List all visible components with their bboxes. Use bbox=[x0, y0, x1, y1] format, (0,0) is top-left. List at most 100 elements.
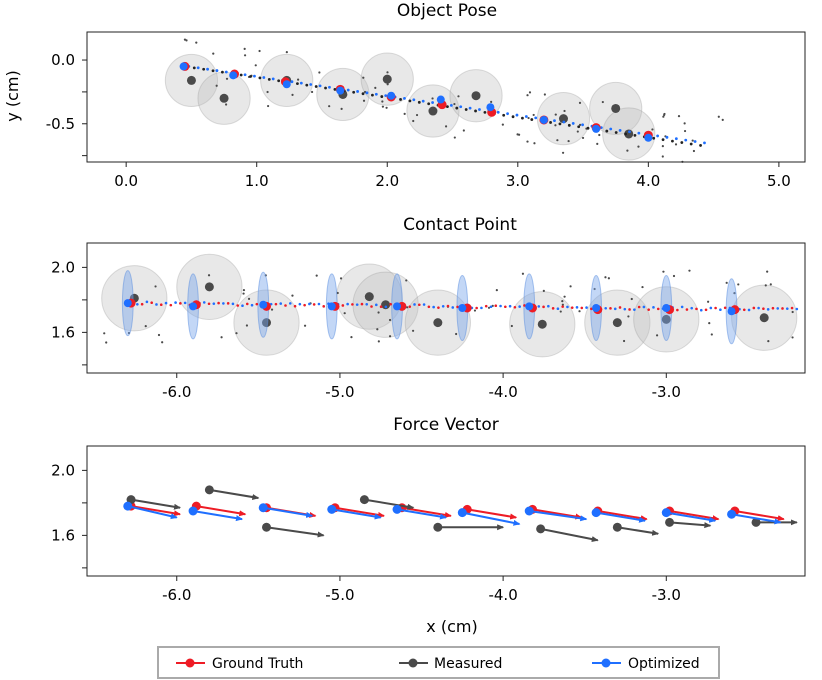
optimized-trace-dot bbox=[524, 115, 528, 118]
optimized-trace-dot bbox=[196, 66, 200, 70]
ground-truth-trace-dot bbox=[380, 95, 384, 98]
measured-sample-point bbox=[532, 113, 535, 117]
ground-truth-trace-dot bbox=[762, 307, 765, 311]
optimized-point bbox=[592, 124, 601, 133]
x-tick-label: -5.0 bbox=[325, 586, 354, 604]
measured-sample-point bbox=[462, 129, 465, 132]
ground-truth-trace-dot bbox=[580, 306, 584, 310]
measured-sample-point bbox=[243, 47, 246, 50]
ground-truth-trace-dot bbox=[352, 90, 356, 94]
optimized-point bbox=[539, 115, 548, 124]
ground-truth-trace-dot bbox=[312, 303, 316, 306]
measured-sample-point bbox=[377, 311, 380, 314]
ground-truth-trace-dot bbox=[305, 83, 309, 87]
measured-sample-point bbox=[737, 283, 740, 286]
optimized-trace-dot bbox=[489, 305, 493, 309]
legend-marker-optimized bbox=[601, 658, 611, 668]
optimized-trace-dot bbox=[613, 307, 617, 311]
optimized-trace-dot bbox=[506, 112, 509, 116]
optimized-point bbox=[393, 302, 402, 311]
measured-point bbox=[558, 114, 568, 124]
measured-sample-point bbox=[661, 155, 664, 158]
measured-sample-point bbox=[388, 318, 392, 322]
ground-truth-trace-dot bbox=[771, 306, 775, 310]
optimized-trace-dot bbox=[684, 138, 688, 142]
ground-truth-trace-dot bbox=[513, 305, 517, 309]
measured-sample-point bbox=[245, 324, 249, 327]
measured-sample-point bbox=[528, 91, 532, 94]
optimized-trace-dot bbox=[534, 116, 538, 120]
ground-truth-arrow bbox=[532, 508, 583, 520]
optimized-trace-dot bbox=[243, 73, 247, 77]
x-axis-ticks: -6.0 -5.0 -4.0 -3.0 bbox=[162, 373, 681, 401]
optimized-arrow bbox=[127, 505, 178, 520]
optimized-trace-dot bbox=[571, 122, 575, 125]
measured-point bbox=[219, 93, 229, 103]
ground-truth-trace-dot bbox=[586, 126, 590, 130]
optimized-trace-dot bbox=[776, 307, 780, 310]
measured-sample-point bbox=[767, 339, 770, 343]
optimized-trace-dot bbox=[665, 135, 669, 139]
optimized-point bbox=[189, 302, 198, 311]
optimized-point bbox=[123, 299, 132, 308]
trajectory-traces bbox=[126, 300, 799, 312]
measured-sample-point bbox=[457, 95, 460, 98]
measured-sample-point bbox=[490, 100, 493, 104]
optimized-trace-dot bbox=[656, 134, 660, 138]
measured-sample-point bbox=[220, 336, 223, 339]
ground-truth-trace-dot bbox=[333, 87, 337, 91]
ground-truth-arrow bbox=[734, 510, 785, 522]
y-axis-ticks: 2.0 1.6 bbox=[51, 461, 87, 569]
ground-truth-trace-dot bbox=[561, 305, 564, 308]
optimized-trace-dot bbox=[719, 308, 722, 311]
optimized-trace-dot bbox=[136, 302, 139, 306]
measured-sample-point bbox=[310, 90, 314, 94]
y-tick-label: -0.5 bbox=[46, 115, 75, 133]
ground-truth-trace-dot bbox=[609, 307, 612, 310]
optimized-trace-dot bbox=[709, 306, 713, 310]
optimized-trace-dot bbox=[785, 307, 789, 310]
ground-truth-trace-dot bbox=[418, 303, 421, 307]
y-axis-label: y (cm) bbox=[3, 70, 22, 121]
optimized-trace-dot bbox=[317, 302, 321, 306]
measured-sample-point bbox=[154, 285, 157, 288]
optimized-trace-dot bbox=[346, 302, 349, 306]
measured-point bbox=[364, 292, 374, 302]
measured-sample-point bbox=[105, 341, 108, 344]
measured-sample-point bbox=[242, 288, 246, 292]
measured-sample-point bbox=[235, 332, 238, 335]
ground-truth-trace-dot bbox=[217, 301, 220, 305]
measured-arrow bbox=[209, 488, 260, 500]
optimized-point bbox=[524, 506, 534, 516]
measured-sample-point bbox=[455, 332, 458, 336]
x-tick-label: -3.0 bbox=[652, 383, 681, 401]
x-tick-label: -5.0 bbox=[325, 383, 354, 401]
optimized-trace-dot bbox=[547, 304, 550, 308]
optimized-trace-dot bbox=[241, 304, 244, 308]
measured-sample-point bbox=[406, 306, 409, 309]
optimized-arrow bbox=[595, 511, 647, 523]
measured-sample-point bbox=[243, 54, 247, 57]
optimized-trace-dot bbox=[747, 308, 751, 312]
optimized-trace-dot bbox=[518, 305, 521, 308]
measured-sample-point bbox=[578, 310, 581, 313]
ground-truth-trace-dot bbox=[464, 108, 468, 111]
measured-sample-point bbox=[381, 100, 384, 103]
optimized-trace-dot bbox=[145, 300, 149, 304]
ground-truth-trace-dot bbox=[504, 305, 507, 309]
ground-truth-trace-dot bbox=[437, 306, 440, 309]
ground-truth-trace-dot bbox=[274, 302, 278, 306]
optimized-point bbox=[336, 86, 345, 95]
measured-sample-point bbox=[385, 106, 388, 109]
optimized-point bbox=[282, 80, 291, 89]
optimized-trace-dot bbox=[308, 302, 311, 306]
measured-sample-point bbox=[683, 122, 686, 125]
measured-point bbox=[359, 495, 369, 505]
optimized-trace-dot bbox=[421, 99, 425, 103]
ground-truth-trace-dot bbox=[614, 131, 618, 134]
optimized-series bbox=[123, 299, 736, 316]
optimized-trace-dot bbox=[231, 302, 235, 306]
measured-point bbox=[471, 91, 481, 101]
optimized-point bbox=[727, 307, 736, 316]
measured-point bbox=[612, 318, 622, 328]
